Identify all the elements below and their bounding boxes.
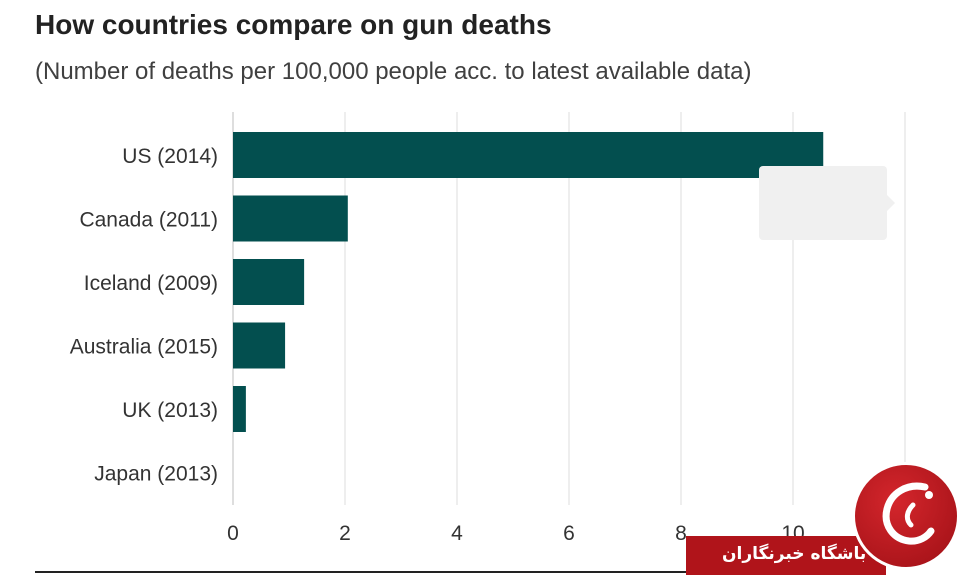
bottom-rule [35,571,690,573]
category-label: Iceland (2009) [84,272,218,295]
bars [233,132,824,432]
bar[interactable] [233,195,348,242]
chart-subtitle: (Number of deaths per 100,000 people acc… [35,58,752,85]
x-tick-label: 2 [339,522,351,545]
bar[interactable] [233,386,246,432]
x-tick-label: 4 [451,522,463,545]
bar[interactable] [233,132,824,178]
category-label: UK (2013) [122,399,218,422]
category-label: Australia (2015) [70,336,218,359]
logo-glyph-icon [882,482,935,545]
bar[interactable] [233,322,286,369]
tooltip-placeholder [759,166,895,240]
watermark-text: باشگاه خبرنگاران [722,544,867,564]
category-label: Canada (2011) [79,209,218,232]
chart-title: How countries compare on gun deaths [35,9,552,40]
bar[interactable] [233,259,305,305]
x-tick-label: 8 [675,522,687,545]
x-tick-label: 0 [227,522,239,545]
watermark-banner [686,536,886,575]
logo-emblem-icon [852,462,959,570]
watermark-logo: باشگاه خبرنگاران [686,462,959,575]
category-label: US (2014) [122,145,218,168]
category-label: Japan (2013) [94,463,218,486]
category-labels: US (2014) Canada (2011) Iceland (2009) Aust… [70,145,218,486]
x-tick-label: 6 [563,522,575,545]
